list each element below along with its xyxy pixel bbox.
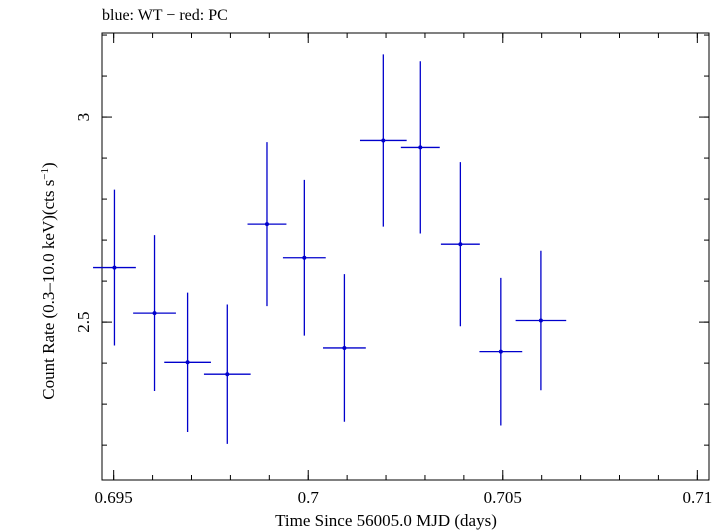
data-point-group [515, 250, 567, 391]
data-point [225, 372, 230, 377]
chart-title: blue: WT − red: PC [102, 7, 228, 24]
y-tick-label: 2.5 [74, 311, 93, 332]
x-tick-label: 0.705 [484, 488, 522, 507]
data-point [342, 345, 347, 350]
data-point [112, 265, 117, 270]
y-axis-label-sup: −1 [39, 168, 51, 180]
x-tick-label: 0.71 [682, 488, 712, 507]
data-point-group [93, 189, 136, 346]
data-point-group [359, 54, 407, 227]
data-point [302, 255, 307, 260]
data-point-group [247, 142, 287, 307]
x-tick-label: 0.695 [95, 488, 133, 507]
data-point [152, 311, 157, 316]
x-axis-label: Time Since 56005.0 MJD (days) [275, 511, 497, 530]
y-tick-label: 3 [74, 113, 93, 122]
data-point-group [400, 61, 440, 234]
y-axis-label: Count Rate (0.3–10.0 keV)(cts s−1) [39, 162, 58, 399]
data-point-group [133, 235, 176, 392]
data-point [498, 349, 503, 354]
data-layer [93, 54, 567, 444]
data-point-group [203, 304, 251, 444]
axes-layer: 0.695 0.7 0.705 0.71 2.5 3 [74, 32, 712, 507]
y-axis-label-end: ) [39, 162, 58, 168]
y-axis-label-main: Count Rate (0.3–10.0 keV)(cts s [39, 180, 58, 400]
data-point-group [282, 179, 326, 336]
plot-frame [101, 32, 710, 481]
data-point [538, 318, 543, 323]
data-point [381, 138, 386, 143]
data-point [458, 242, 463, 247]
data-point-group [440, 162, 480, 327]
data-point-group [164, 292, 211, 433]
data-point-group [479, 277, 523, 426]
data-point [185, 360, 190, 365]
data-point [418, 145, 423, 150]
data-point-group [323, 274, 366, 422]
x-tick-label: 0.7 [298, 488, 320, 507]
data-point [264, 222, 269, 227]
